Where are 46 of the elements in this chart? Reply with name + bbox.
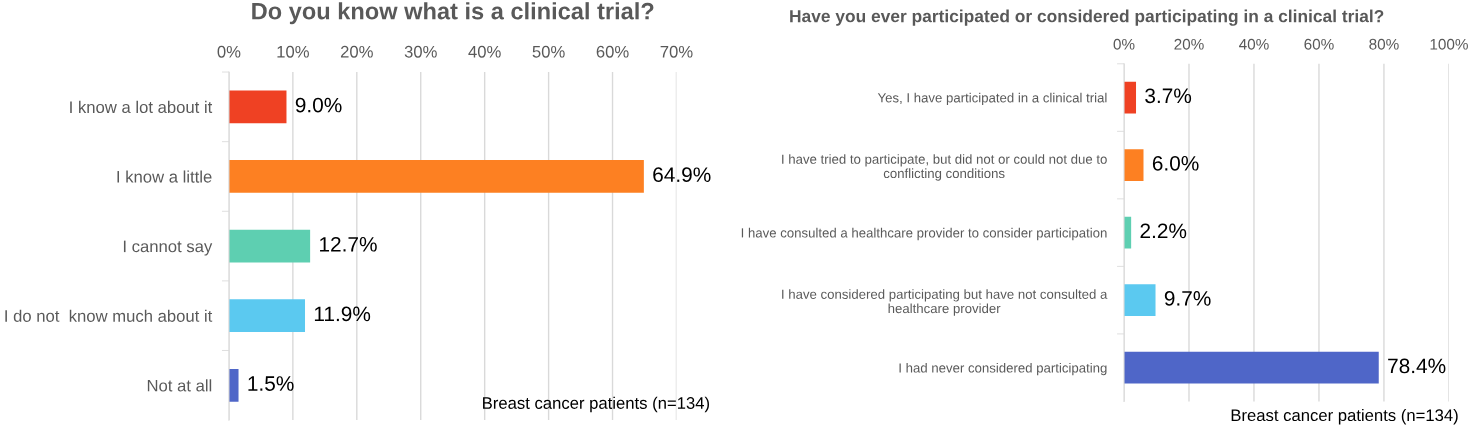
bar bbox=[1124, 351, 1379, 384]
y-tick-label: Yes, I have participated in a clinical trial bbox=[877, 92, 1107, 106]
y-tick-label: I know a little bbox=[117, 170, 212, 183]
x-tick-label: 60% bbox=[1304, 38, 1334, 50]
y-tick-label: I have consulted a healthcare provider to consider participation bbox=[741, 227, 1107, 241]
y-tick-label: I know a lot about it bbox=[70, 100, 213, 114]
bar bbox=[228, 299, 306, 333]
data-label: 9.7% bbox=[1164, 290, 1211, 306]
bar bbox=[228, 229, 311, 263]
y-tick-label: Not at all bbox=[147, 379, 212, 392]
bar bbox=[1124, 149, 1144, 181]
y-tick-label: I have tried to participate, but did not or could not due to conflicting conditions bbox=[782, 154, 1107, 181]
data-label: 1.5% bbox=[248, 376, 294, 391]
x-tick-label: 20% bbox=[1174, 38, 1204, 50]
bar bbox=[1124, 284, 1156, 317]
chart-title: Have you ever participated or considered participating in a clinical trial? bbox=[790, 9, 1384, 26]
x-tick-label: 30% bbox=[404, 45, 437, 58]
data-label: 64.9% bbox=[653, 167, 711, 183]
bar bbox=[228, 368, 239, 402]
y-tick-label: I do not know much about it bbox=[5, 309, 213, 322]
y-tick-label: I cannot say bbox=[123, 240, 213, 256]
data-label: 9.0% bbox=[295, 97, 342, 113]
y-tick-label: I had never considered participating bbox=[899, 362, 1107, 376]
x-tick-label: 60% bbox=[596, 45, 629, 58]
text: Breast cancer patients (n=134) bbox=[1231, 408, 1458, 425]
data-label: 78.4% bbox=[1388, 358, 1446, 374]
x-tick-label: 0% bbox=[1113, 38, 1135, 50]
x-tick-label: 50% bbox=[532, 45, 565, 58]
x-tick-label: 100% bbox=[1430, 38, 1468, 50]
x-tick-label: 20% bbox=[340, 45, 373, 58]
annotation: Breast cancer patients (n=134) bbox=[483, 396, 710, 413]
data-label: 6.0% bbox=[1152, 155, 1199, 171]
data-label: 12.7% bbox=[320, 236, 377, 252]
x-tick-label: 80% bbox=[1369, 38, 1399, 50]
chart-title: Do you know what is a clinical trial? bbox=[252, 2, 654, 25]
data-label: 2.2% bbox=[1140, 223, 1187, 239]
x-tick-label: 40% bbox=[1239, 38, 1269, 50]
data-label: 3.7% bbox=[1145, 88, 1192, 104]
x-tick-label: 10% bbox=[277, 45, 309, 58]
y-tick-label: I have considered participating but have not consulted a healthcare provider bbox=[782, 289, 1108, 316]
x-tick-label: 40% bbox=[468, 45, 501, 58]
data-label: 11.9% bbox=[314, 306, 371, 322]
x-tick-label: 70% bbox=[660, 45, 693, 58]
bar bbox=[228, 90, 287, 124]
bar bbox=[228, 160, 644, 193]
x-tick-label: 0% bbox=[217, 45, 241, 58]
